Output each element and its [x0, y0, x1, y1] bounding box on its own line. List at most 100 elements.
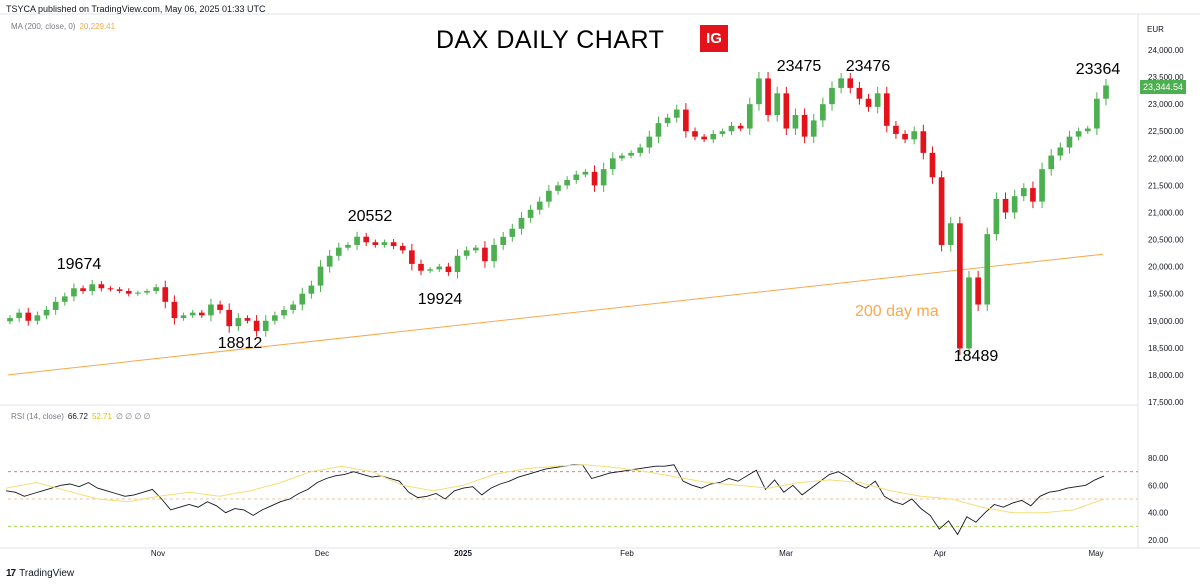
candle-body	[1094, 98, 1100, 129]
candle-body	[1066, 136, 1073, 148]
candle-body	[737, 125, 744, 129]
candle-body	[472, 247, 479, 251]
candle-body	[208, 304, 214, 316]
rsi-sma-line	[5, 464, 1105, 514]
candle-body	[774, 93, 781, 115]
price-tick-label: 19,500.00	[1148, 290, 1184, 299]
candle-body	[701, 136, 707, 140]
candle-body	[902, 133, 908, 140]
rsi-legend: RSI (14, close) 66.72 52.71 ∅ ∅ ∅ ∅	[11, 412, 151, 421]
candle-body	[756, 78, 762, 105]
candle-body	[719, 131, 726, 134]
candle-body	[372, 242, 379, 245]
candle-body	[107, 288, 114, 290]
candle-body	[171, 301, 178, 319]
candle-body	[728, 125, 735, 132]
candle-body	[381, 242, 388, 245]
price-tick-label: 22,000.00	[1148, 154, 1184, 163]
current-price-badge: 23,344.54	[1140, 80, 1186, 94]
candle-body	[1048, 155, 1055, 170]
chart-title: DAX DAILY CHART	[436, 26, 665, 54]
candle-body	[25, 312, 32, 321]
candle-body	[427, 269, 433, 271]
candle-body	[244, 318, 251, 321]
ig-logo: IG	[700, 25, 728, 52]
candle-body	[637, 147, 644, 153]
price-tick-label: 21,000.00	[1148, 208, 1184, 217]
candle-body	[664, 117, 671, 124]
candle-body	[217, 304, 223, 310]
candle-body	[7, 318, 13, 322]
time-tick-label: Mar	[779, 549, 793, 558]
candle-body	[710, 133, 717, 140]
candle-body	[546, 190, 552, 202]
candle-body	[847, 78, 854, 88]
candle-body	[792, 114, 799, 129]
candle-body	[746, 104, 753, 129]
candle-body	[436, 266, 443, 270]
candle-body	[135, 292, 141, 294]
annotation-high-23364: 23364	[1075, 61, 1121, 78]
candle-body	[299, 293, 306, 305]
tradingview-brand[interactable]: 17 TradingView	[6, 568, 74, 579]
candle-body	[573, 174, 580, 180]
candle-body	[16, 312, 22, 319]
candle-body	[1020, 188, 1027, 197]
candle-body	[1002, 198, 1009, 213]
candle-body	[1103, 85, 1109, 99]
candle-body	[1057, 147, 1064, 156]
candle-body	[673, 109, 680, 118]
annotation-high-23475: 23475	[776, 58, 822, 75]
ma200-line	[7, 253, 1104, 376]
candle-body	[893, 125, 899, 134]
candle-body	[144, 290, 150, 293]
candle-body	[409, 250, 415, 264]
candle-body	[966, 277, 972, 349]
candle-body	[938, 177, 945, 245]
candle-body	[162, 287, 169, 302]
candle-body	[801, 114, 808, 137]
candle-body	[874, 93, 881, 107]
candle-body	[883, 93, 890, 126]
candle-body	[865, 98, 872, 107]
price-tick-label: 18,000.00	[1148, 371, 1184, 380]
candle-body	[153, 287, 159, 291]
annotation-low-19924: 19924	[417, 291, 463, 308]
candle-body	[500, 236, 507, 245]
candle-body	[609, 158, 616, 170]
candle-body	[80, 288, 86, 291]
candle-body	[783, 93, 790, 129]
candle-body	[911, 131, 918, 140]
candle-body	[564, 179, 570, 186]
rsi-tick-label: 20.00	[1148, 536, 1169, 545]
candle-body	[856, 87, 863, 99]
candle-body	[308, 285, 315, 294]
rsi-tick-label: 40.00	[1148, 509, 1169, 518]
candle-body	[518, 217, 525, 229]
annotation-high-19674: 19674	[56, 256, 102, 273]
annotation-high-20552: 20552	[347, 208, 393, 225]
ma-legend-label: MA (200, close, 0)	[11, 22, 76, 31]
candle-body	[463, 250, 470, 256]
price-tick-label: 18,500.00	[1148, 344, 1184, 353]
candle-body	[52, 301, 59, 310]
candle-body	[491, 244, 497, 262]
annotation-low-18489: 18489	[953, 348, 999, 365]
price-tick-label: 19,000.00	[1148, 317, 1184, 326]
candle-body	[326, 255, 333, 267]
rsi-legend-empty-values: ∅ ∅ ∅ ∅	[115, 412, 151, 421]
rsi-legend-label: RSI (14, close)	[11, 412, 64, 421]
price-tick-label: 22,500.00	[1148, 127, 1184, 136]
rsi-sma-legend-value: 52.71	[91, 412, 112, 421]
candle-body	[198, 312, 205, 316]
candle-body	[984, 234, 991, 305]
candle-body	[363, 236, 370, 243]
candle-body	[829, 87, 835, 105]
candle-body	[582, 171, 589, 175]
price-tick-label: 23,000.00	[1148, 100, 1184, 109]
price-tick-label: 21,500.00	[1148, 181, 1184, 190]
candle-body	[1084, 128, 1091, 132]
candle-body	[61, 296, 68, 302]
candle-body	[281, 309, 287, 316]
